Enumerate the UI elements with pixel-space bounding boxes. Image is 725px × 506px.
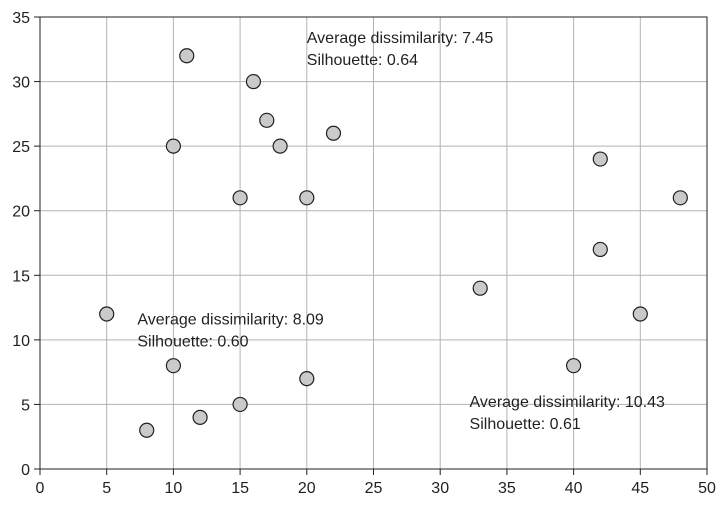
data-point (592, 151, 608, 167)
axis-ticks: 0 5 10 15 20 25 30 35 40 45 50 0 5 10 15 20 25 30 35 (12, 10, 716, 497)
data-point (139, 422, 155, 438)
data-point (179, 48, 195, 64)
data-point (192, 409, 208, 425)
dissimilarity-text: Average dissimilarity: 8.09 (137, 311, 324, 328)
x-tick-label: 40 (565, 480, 583, 497)
x-tick-label: 35 (498, 480, 516, 497)
data-point (165, 138, 181, 154)
y-tick-label: 15 (12, 268, 30, 285)
data-point (299, 371, 315, 387)
x-tick-label: 0 (36, 480, 45, 497)
data-point (565, 358, 582, 374)
data-point (99, 306, 115, 322)
dissimilarity-text: Average dissimilarity: 7.45 (307, 30, 494, 47)
data-point (592, 241, 608, 258)
grid (40, 17, 707, 469)
cluster-annotation: Average dissimilarity: 7.45 Silhouette: 0… (307, 30, 494, 69)
x-tick-label: 25 (365, 480, 383, 497)
data-point (325, 125, 342, 141)
dissimilarity-text: Average dissimilarity: 10.43 (470, 394, 665, 411)
data-point (632, 306, 648, 322)
data-point (672, 190, 688, 206)
data-point (272, 138, 288, 154)
cluster-annotations: Average dissimilarity: 7.45 Silhouette: 0… (137, 30, 665, 433)
x-tick-label: 15 (231, 480, 249, 497)
x-tick-label: 45 (631, 480, 649, 497)
x-tick-label: 10 (165, 480, 183, 497)
x-tick-label: 20 (298, 480, 316, 497)
cluster-annotation: Average dissimilarity: 10.43 Silhouette: … (470, 394, 665, 433)
data-point (259, 112, 275, 128)
y-tick-label: 35 (12, 10, 30, 27)
y-tick-label: 10 (12, 333, 30, 350)
cluster-annotation: Average dissimilarity: 8.09 Silhouette: 0… (137, 311, 324, 350)
data-point (165, 358, 181, 374)
y-tick-label: 25 (12, 139, 30, 156)
x-tick-label: 30 (431, 480, 449, 497)
data-point (245, 73, 262, 90)
silhouette-text: Silhouette: 0.60 (137, 333, 248, 350)
data-point (299, 190, 315, 206)
silhouette-text: Silhouette: 0.64 (307, 52, 418, 69)
y-tick-label: 0 (21, 462, 30, 479)
data-point (472, 280, 488, 296)
x-tick-label: 50 (698, 480, 716, 497)
y-tick-label: 20 (12, 204, 30, 221)
data-point (232, 396, 248, 413)
data-point (232, 190, 248, 206)
y-tick-label: 5 (21, 397, 30, 414)
data-points (99, 48, 688, 438)
x-tick-label: 5 (102, 480, 111, 497)
silhouette-text: Silhouette: 0.61 (470, 416, 581, 433)
y-tick-label: 30 (12, 75, 30, 92)
